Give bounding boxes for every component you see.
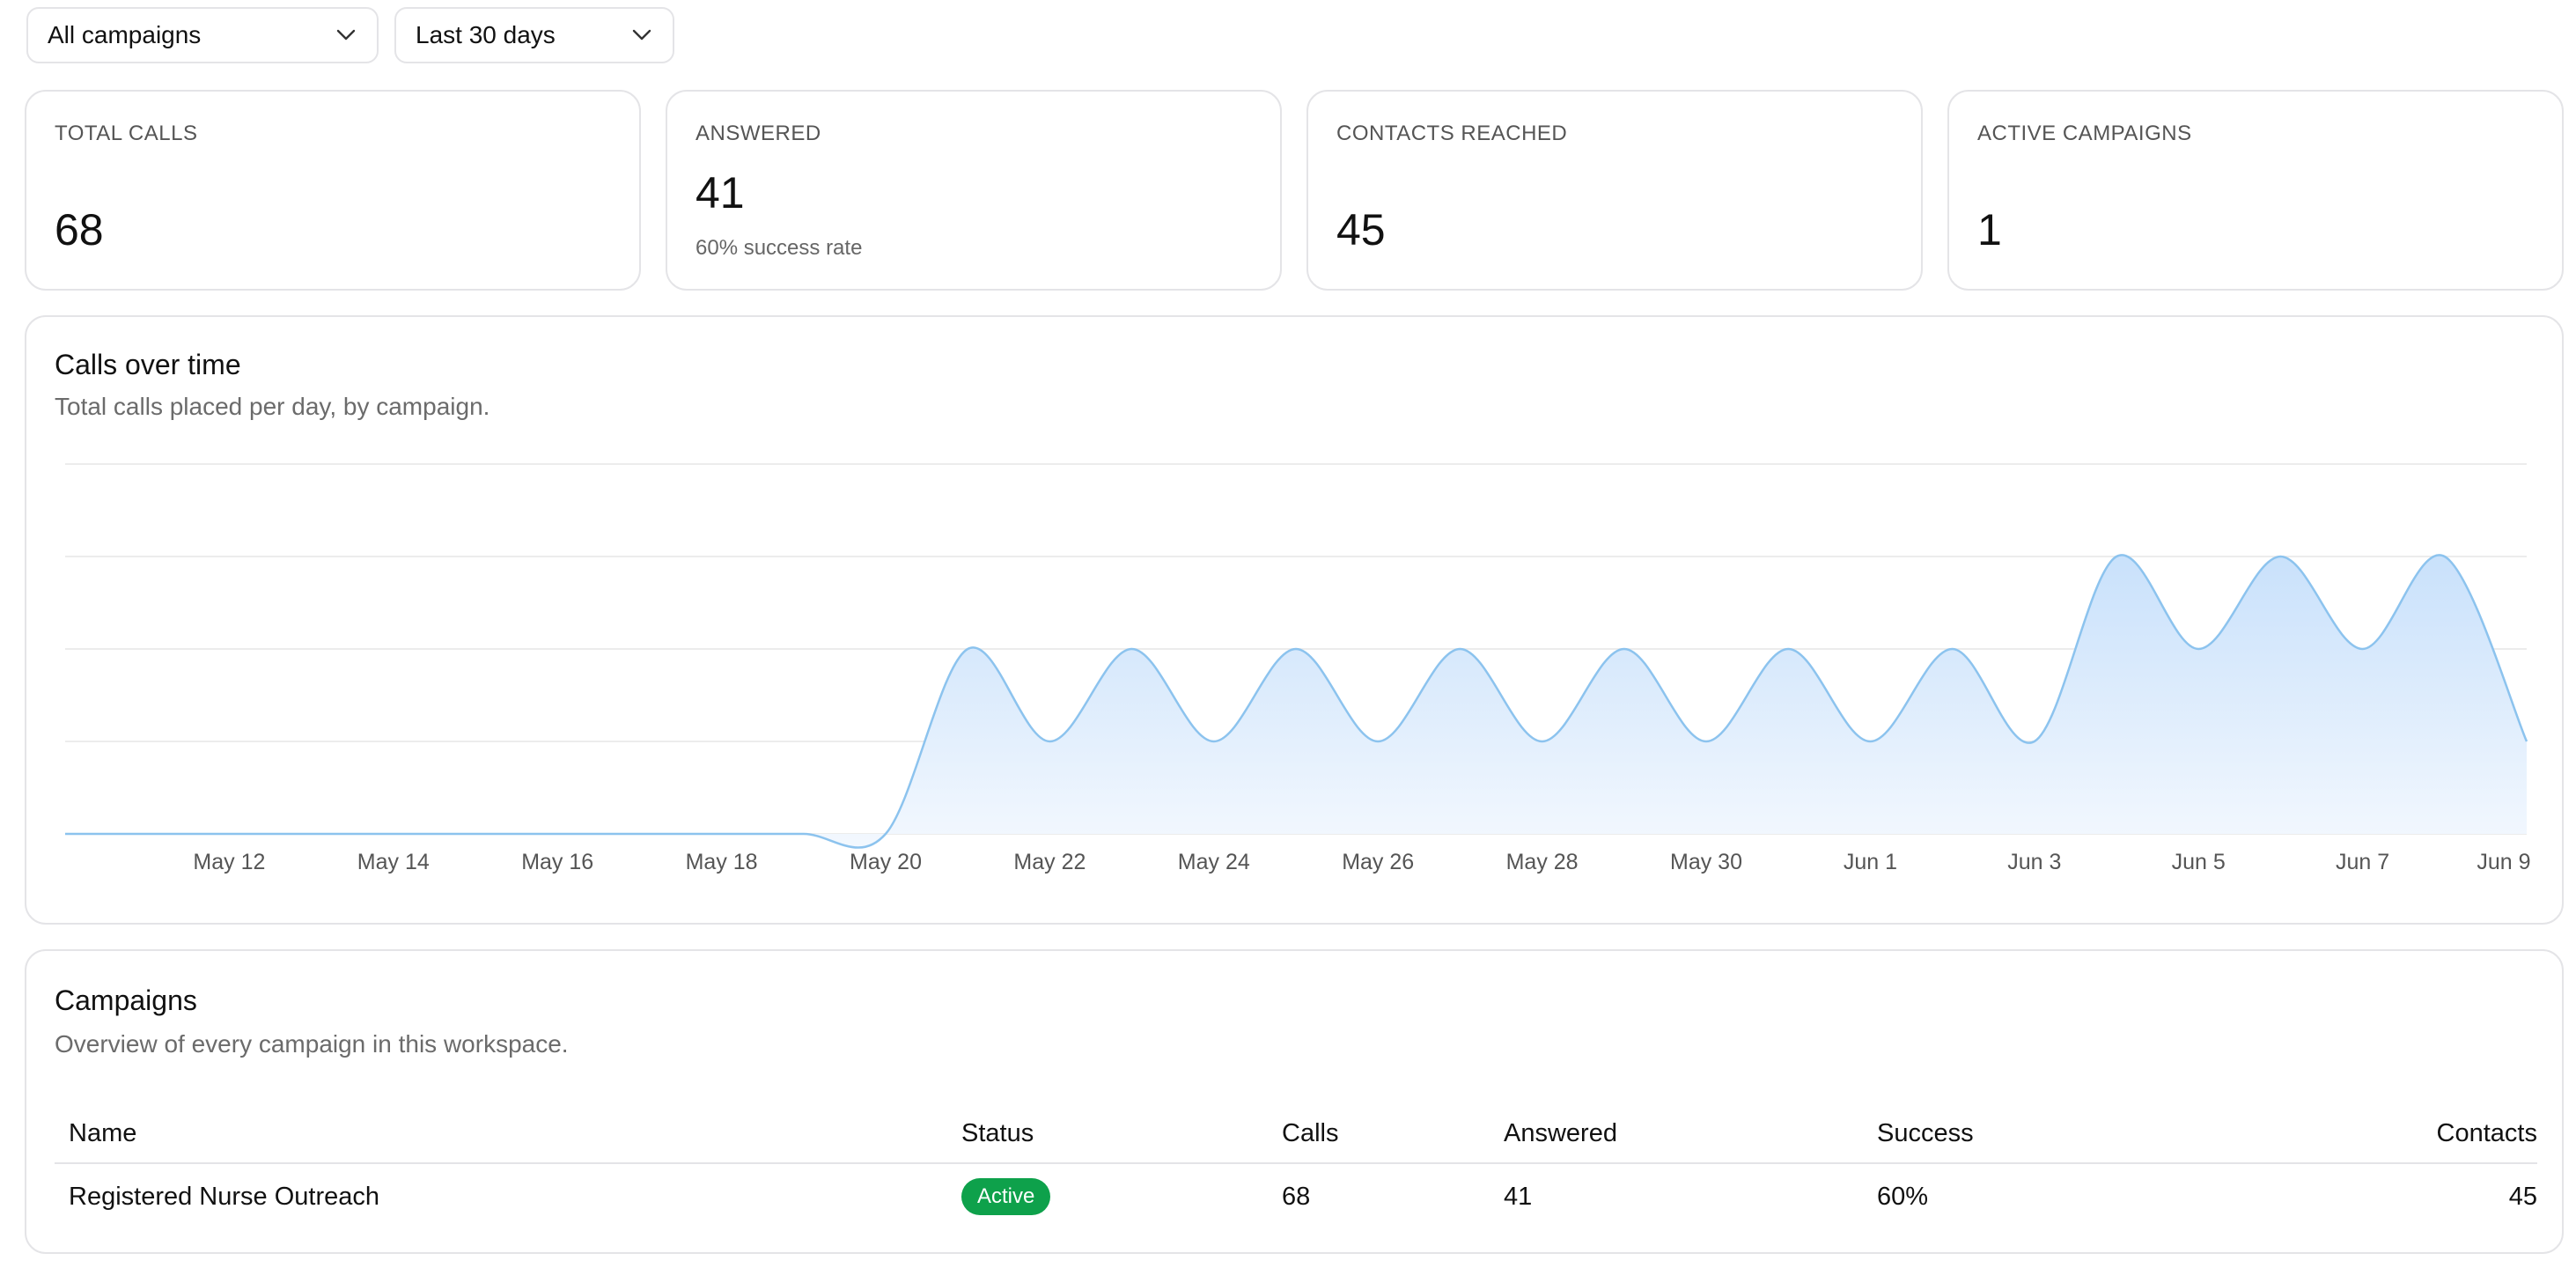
x-tick-label: May 18 [686,850,758,874]
status-badge: Active [961,1178,1051,1215]
series-line [65,554,2528,849]
data-point[interactable] [2111,551,2122,562]
calls-over-time-card: Calls over time Total calls placed per d… [25,315,2564,925]
data-point[interactable] [2193,644,2204,654]
data-point[interactable] [1783,644,1793,654]
x-tick-label: May 20 [850,850,922,874]
stat-label: ANSWERED [696,122,821,145]
answered-cell: 41 [1504,1182,1533,1211]
filters-bar: All campaigns Last 30 days [26,7,674,63]
data-point[interactable] [470,829,481,839]
x-tick-label: May 12 [193,850,265,874]
status-cell: Active [961,1166,1051,1227]
data-point[interactable] [962,644,973,654]
campaign-select[interactable]: All campaigns [26,7,379,63]
stat-card-answered: ANSWERED 41 60% success rate [666,90,1282,291]
data-point[interactable] [1701,736,1711,747]
data-point[interactable] [1865,736,1875,747]
contacts-cell: 45 [2508,1182,2537,1211]
header-success[interactable]: Success [1877,1118,1974,1147]
data-point[interactable] [880,829,891,839]
x-tick-label: Jun 9 [2477,850,2530,874]
header-name[interactable]: Name [69,1118,137,1147]
stat-card-contacts-reached: CONTACTS REACHED 45 [1306,90,1923,291]
data-point[interactable] [1947,644,1958,654]
x-tick-label: May 14 [357,850,430,874]
table-header: Name Status Calls Answered Success Conta… [55,1102,2537,1164]
stat-subtext: 60% success rate [696,236,863,260]
campaign-select-value: All campaigns [48,21,202,48]
chevron-down-icon [630,24,653,47]
x-tick-label: May 28 [1506,850,1579,874]
data-point[interactable] [1127,644,1137,654]
stat-label: ACTIVE CAMPAIGNS [1977,122,2192,145]
stat-card-total-calls: TOTAL CALLS 68 [25,90,641,291]
data-point[interactable] [1291,644,1301,654]
stat-label: TOTAL CALLS [55,122,198,145]
campaigns-title: Campaigns [55,984,197,1016]
data-point[interactable] [224,829,234,839]
x-tick-label: Jun 1 [1844,850,1897,874]
stat-value: 1 [1977,205,2002,254]
header-contacts[interactable]: Contacts [2436,1118,2537,1147]
x-tick-label: May 26 [1342,850,1414,874]
stat-value: 41 [696,168,745,217]
header-answered[interactable]: Answered [1504,1118,1617,1147]
data-point[interactable] [552,829,563,839]
campaigns-subtitle: Overview of every campaign in this works… [55,1030,569,1058]
data-point[interactable] [634,829,644,839]
data-point[interactable] [306,829,317,839]
series-area [65,555,2527,848]
stat-value: 68 [55,205,104,254]
header-status[interactable]: Status [961,1118,1034,1147]
data-point[interactable] [2275,551,2285,562]
table-row[interactable]: Registered Nurse Outreach Active 68 41 6… [55,1166,2537,1227]
header-calls[interactable]: Calls [1282,1118,1339,1147]
stat-cards: TOTAL CALLS 68 ANSWERED 41 60% success r… [25,90,2564,291]
x-tick-label: Jun 7 [2336,850,2389,874]
stat-value: 45 [1336,205,1386,254]
data-point[interactable] [142,829,152,839]
data-point[interactable] [1044,736,1055,747]
x-tick-label: Jun 3 [2007,850,2061,874]
date-range-select[interactable]: Last 30 days [394,7,674,63]
data-point[interactable] [1209,736,1219,747]
x-tick-label: May 24 [1178,850,1250,874]
x-tick-label: May 16 [521,850,593,874]
x-tick-label: May 30 [1670,850,1742,874]
data-point[interactable] [717,829,727,839]
data-point[interactable] [1537,736,1548,747]
chart-subtitle: Total calls placed per day, by campaign. [55,393,490,420]
stat-card-active-campaigns: ACTIVE CAMPAIGNS 1 [1947,90,2564,291]
campaigns-card: Campaigns Overview of every campaign in … [25,949,2564,1254]
campaign-name[interactable]: Registered Nurse Outreach [69,1182,379,1211]
data-point[interactable] [1454,644,1465,654]
data-point[interactable] [2029,736,2040,747]
date-range-select-value: Last 30 days [416,21,556,48]
x-tick-label: May 22 [1013,850,1086,874]
chart-title: Calls over time [55,349,241,380]
calls-chart: May 12 May 14 May 16 May 18 May 20 May 22 May … [60,463,2532,874]
data-point[interactable] [60,829,70,839]
success-cell: 60% [1877,1182,1929,1211]
data-point[interactable] [1619,644,1630,654]
data-point[interactable] [2440,551,2450,562]
chevron-down-icon [335,24,357,47]
data-point[interactable] [2521,736,2532,747]
data-point[interactable] [799,829,809,839]
calls-cell: 68 [1282,1182,1311,1211]
stat-label: CONTACTS REACHED [1336,122,1568,145]
x-tick-label: Jun 5 [2172,850,2226,874]
data-point[interactable] [388,829,399,839]
data-point[interactable] [2358,644,2368,654]
data-point[interactable] [1373,736,1383,747]
